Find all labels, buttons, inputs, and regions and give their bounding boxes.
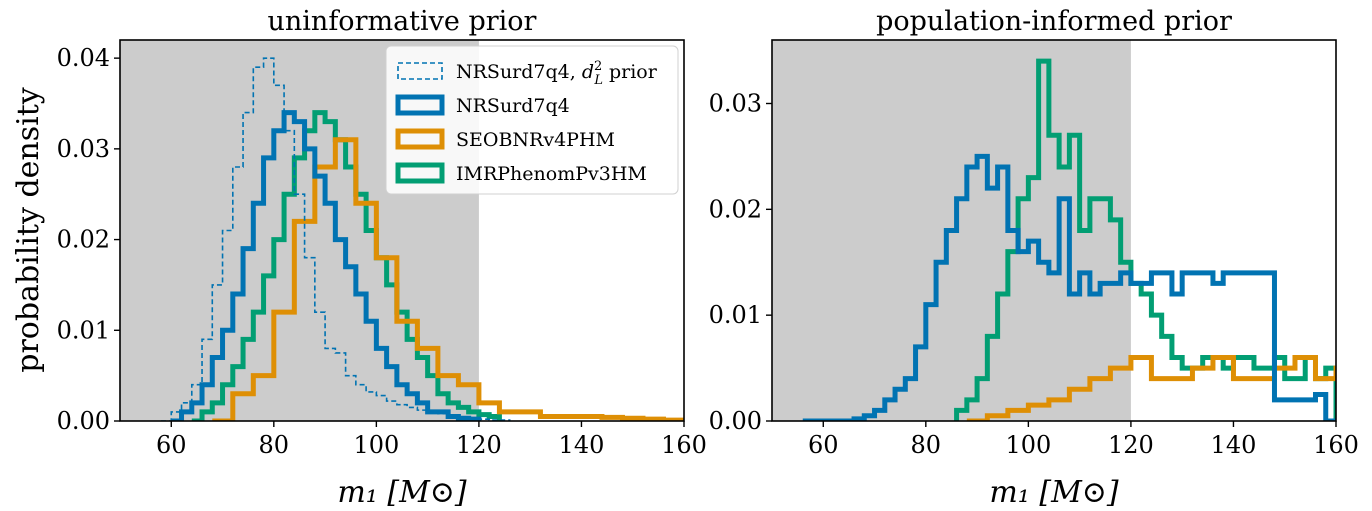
y-axis-label: probability density <box>11 87 46 373</box>
legend-label: IMRPhenomPv3HM <box>456 163 647 185</box>
legend-box <box>385 45 679 195</box>
axes-frame <box>771 39 1337 422</box>
y-tick-label: 0.00 <box>709 407 762 435</box>
panel-title: uninformative prior <box>268 6 537 37</box>
x-tick-label: 80 <box>259 431 290 459</box>
x-axis-label: m₁ [M⊙] <box>337 475 467 507</box>
y-tick-label: 0.01 <box>709 301 762 329</box>
y-tick-label: 0.00 <box>57 407 110 435</box>
panel-title: population-informed prior <box>876 6 1232 37</box>
legend-swatch <box>395 94 445 116</box>
x-tick-label: 100 <box>353 431 399 459</box>
x-tick-label: 120 <box>456 431 502 459</box>
x-tick-label: 140 <box>1211 431 1257 459</box>
legend-swatch <box>395 128 445 150</box>
y-tick-label: 0.02 <box>709 195 762 223</box>
panel-population-informed-prior: 60 80 100 120 140 160 0.00 0.01 0.02 0.03 populati… <box>709 6 1359 510</box>
legend-label: SEOBNRv4PHM <box>456 129 615 151</box>
x-axis-label: m₁ [M⊙] <box>989 475 1119 507</box>
axes-frame <box>119 39 685 422</box>
series-nrsurd7q4 <box>802 153 1336 421</box>
x-tick-label: 100 <box>1005 431 1051 459</box>
x-tick-label: 140 <box>559 431 605 459</box>
y-tick-label: 0.04 <box>57 44 110 72</box>
x-tick-label: 160 <box>1313 431 1359 459</box>
y-tick-label: 0.03 <box>709 90 762 118</box>
panel-uninformative-prior: 60 80 100 120 140 160 0.00 0.01 0.02 0.03 0.04 unin… <box>57 6 707 510</box>
series-seobnrv4phm <box>212 137 684 421</box>
x-tick-label: 80 <box>911 431 942 459</box>
x-tick-label: 120 <box>1108 431 1154 459</box>
x-tick-label: 160 <box>661 431 707 459</box>
x-tick-label: 60 <box>808 431 839 459</box>
x-tick-label: 60 <box>156 431 187 459</box>
series-seobnrv4phm <box>966 355 1336 421</box>
legend-label: NRSurd7q4 <box>456 95 570 117</box>
legend-swatch <box>395 162 445 184</box>
y-tick-label: 0.02 <box>57 226 110 254</box>
y-tick-label: 0.01 <box>57 316 110 344</box>
legend-swatch <box>397 62 443 80</box>
series-imrphenompv3hm <box>191 110 502 421</box>
y-tick-label: 0.03 <box>57 135 110 163</box>
series-nrsurd7q4 <box>171 110 482 421</box>
